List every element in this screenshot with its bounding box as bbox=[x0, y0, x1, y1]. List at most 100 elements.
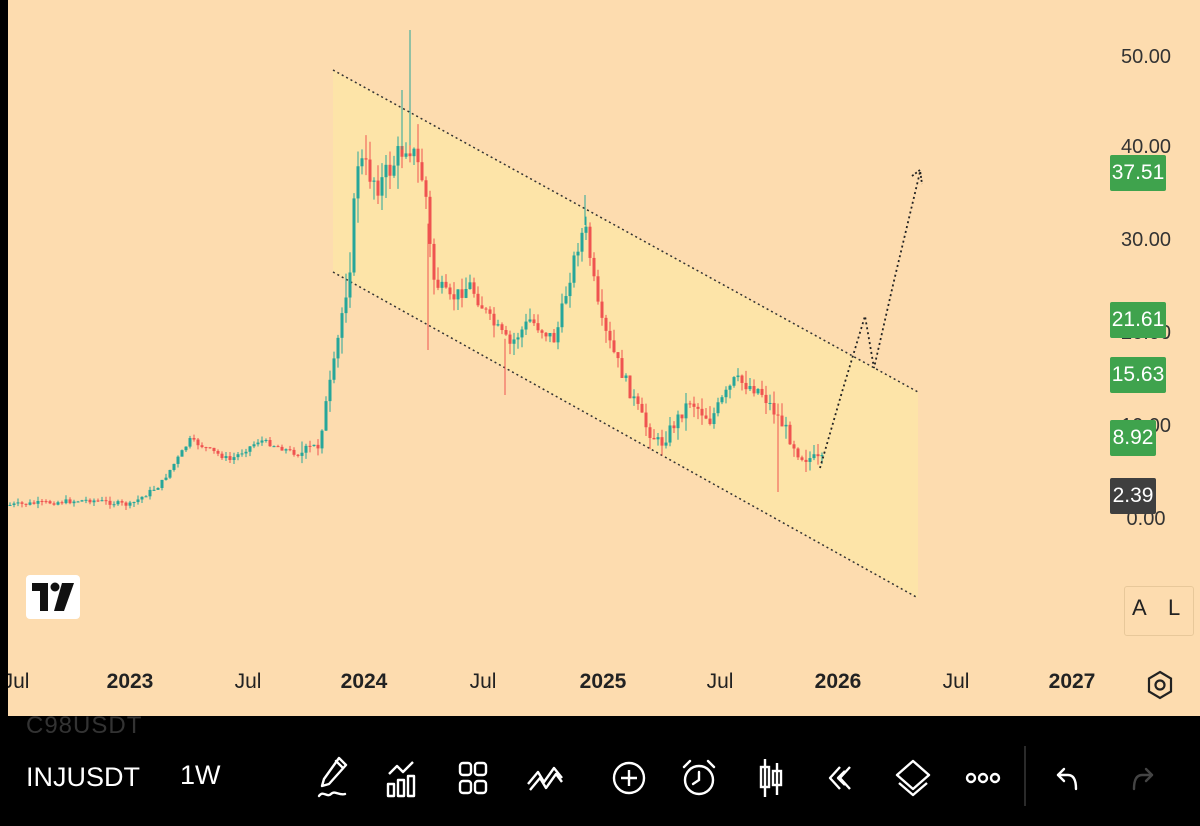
candle-body bbox=[616, 352, 620, 359]
candle-body bbox=[516, 337, 520, 340]
candle-body bbox=[696, 406, 700, 409]
candle-body bbox=[760, 388, 764, 395]
candle-body bbox=[312, 444, 316, 446]
current-price-badge: 2.39 bbox=[1110, 478, 1156, 514]
candle-body bbox=[812, 454, 816, 459]
candle-body bbox=[296, 454, 300, 456]
previous-symbol: C98USDT bbox=[26, 712, 143, 739]
replay-icon[interactable] bbox=[818, 752, 864, 804]
alarm-icon[interactable] bbox=[676, 752, 722, 804]
candle-body bbox=[320, 430, 324, 449]
candle-body bbox=[388, 164, 392, 176]
candle-body bbox=[820, 455, 824, 457]
grid-icon[interactable] bbox=[450, 752, 496, 804]
candle-body bbox=[748, 386, 752, 390]
chart-settings-icon[interactable] bbox=[1146, 670, 1174, 705]
candle-body bbox=[472, 282, 476, 294]
candle-body bbox=[584, 226, 588, 233]
candle-body bbox=[148, 489, 152, 497]
candle-body bbox=[712, 413, 716, 425]
interval-button[interactable]: 1W bbox=[180, 760, 221, 790]
candle-body bbox=[96, 500, 100, 502]
pencil-icon[interactable] bbox=[310, 752, 356, 804]
candle-body bbox=[260, 440, 264, 443]
candle-body bbox=[508, 334, 512, 344]
price-chart[interactable] bbox=[8, 0, 1200, 716]
candle-body bbox=[356, 166, 360, 199]
candle-body bbox=[268, 440, 272, 447]
patterns-icon[interactable] bbox=[522, 752, 568, 804]
candle-body bbox=[536, 323, 540, 331]
candle-body bbox=[436, 279, 440, 288]
candle-body bbox=[780, 415, 784, 427]
candle-body bbox=[8, 504, 12, 506]
candle-body bbox=[348, 272, 352, 298]
bottom-toolbar bbox=[0, 716, 1200, 826]
candle-body bbox=[504, 330, 508, 335]
candle-body bbox=[408, 153, 412, 157]
candles-icon[interactable] bbox=[748, 752, 794, 804]
auto-scale-button[interactable]: A bbox=[1132, 595, 1147, 620]
candle-body bbox=[384, 164, 388, 178]
candle-body bbox=[108, 500, 112, 505]
candle-body bbox=[72, 501, 76, 504]
candle-body bbox=[204, 447, 208, 449]
candle-body bbox=[808, 458, 812, 462]
candle-body bbox=[24, 503, 28, 505]
projection-arrowhead bbox=[911, 168, 923, 185]
toolbar-separator bbox=[1024, 746, 1026, 806]
candle-body bbox=[416, 148, 420, 163]
candle-body bbox=[364, 158, 368, 160]
chart-area[interactable]: 50.00 40.00 30.00 20.00 10.00 0.00 37.51… bbox=[8, 0, 1200, 716]
candle-body bbox=[92, 500, 96, 503]
candle-body bbox=[800, 457, 804, 460]
candle-body bbox=[284, 449, 288, 451]
candle-body bbox=[556, 327, 560, 343]
candle-body bbox=[620, 358, 624, 378]
candle-body bbox=[560, 303, 564, 328]
candle-body bbox=[664, 442, 668, 446]
candle-body bbox=[444, 281, 448, 288]
price-badge: 21.61 bbox=[1110, 302, 1166, 338]
redo-icon[interactable] bbox=[1118, 752, 1164, 804]
candle-body bbox=[216, 451, 220, 454]
candle-body bbox=[36, 501, 40, 504]
candle-body bbox=[244, 451, 248, 454]
candle-body bbox=[680, 414, 684, 419]
candles-group bbox=[8, 30, 824, 510]
candle-body bbox=[644, 412, 648, 428]
log-scale-button[interactable]: L bbox=[1168, 595, 1181, 620]
candle-body bbox=[344, 297, 348, 314]
candle-body bbox=[160, 479, 164, 488]
channel-fill bbox=[333, 70, 918, 598]
candle-body bbox=[232, 457, 236, 460]
candle-body bbox=[488, 309, 492, 314]
candle-body bbox=[64, 499, 68, 504]
candle-body bbox=[648, 427, 652, 438]
candle-body bbox=[640, 403, 644, 413]
more-icon[interactable] bbox=[960, 752, 1006, 804]
candle-body bbox=[140, 496, 144, 500]
candle-body bbox=[752, 386, 756, 394]
candle-body bbox=[636, 396, 640, 404]
candle-body bbox=[424, 180, 428, 197]
candle-body bbox=[732, 377, 736, 386]
candle-body bbox=[572, 255, 576, 283]
indicators-icon[interactable] bbox=[378, 752, 424, 804]
candle-body bbox=[544, 332, 548, 337]
layers-icon[interactable] bbox=[890, 752, 936, 804]
candle-body bbox=[220, 453, 224, 459]
candle-body bbox=[152, 489, 156, 491]
candle-body bbox=[276, 446, 280, 448]
candle-body bbox=[360, 158, 364, 167]
candle-body bbox=[420, 162, 424, 181]
add-icon[interactable] bbox=[606, 752, 652, 804]
price-axis-label: 50.00 bbox=[1120, 46, 1172, 68]
candle-body bbox=[568, 282, 572, 297]
undo-icon[interactable] bbox=[1046, 752, 1092, 804]
price-badge: 37.51 bbox=[1110, 155, 1166, 191]
candle-body bbox=[308, 445, 312, 447]
symbol-button[interactable]: INJUSDT bbox=[26, 762, 140, 792]
candle-body bbox=[324, 401, 328, 431]
candle-body bbox=[608, 330, 612, 341]
